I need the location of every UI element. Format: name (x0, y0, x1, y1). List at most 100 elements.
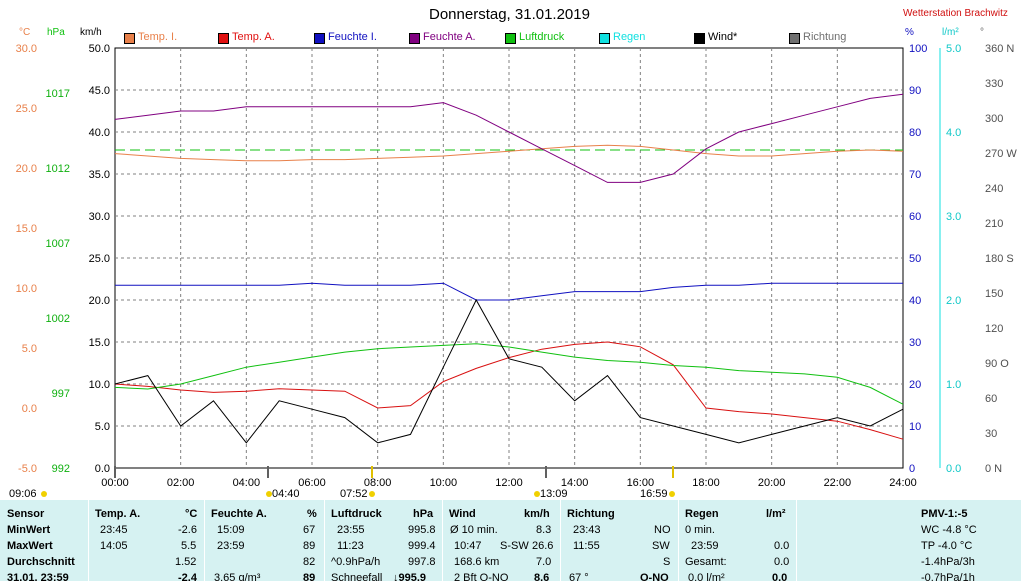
celsius-tick-label: 30.0 (16, 43, 37, 55)
axis-unit-celsius: °C (19, 27, 31, 38)
time-tick-label: 18:00 (692, 477, 720, 489)
direction-tick-label: 90 O (985, 358, 1009, 370)
rain-header: Regen (685, 508, 719, 520)
rain-tick-label: 4.0 (946, 127, 961, 139)
direction-tick-label: 360 N (985, 43, 1014, 55)
time-tick-label: 14:00 (561, 477, 589, 489)
temp-avg-value: 1.52 (175, 556, 197, 568)
pressure-current-value: ↓995.9 (393, 572, 427, 581)
summary-panel: Sensor MinWert MaxWert Durchschnitt 31.0… (0, 500, 1021, 581)
wind-unit: km/h (524, 508, 550, 520)
time-tick-label: 00:00 (101, 477, 129, 489)
pmv-pressure-1h: -0.7hPa/1h (921, 572, 975, 581)
humidity-min-value: 67 (303, 524, 316, 536)
percent-tick-label: 0 (909, 463, 915, 475)
chart-title: Donnerstag, 31.01.2019 (429, 6, 590, 23)
time-tick-label: 16:00 (627, 477, 655, 489)
time-tick-label: 20:00 (758, 477, 786, 489)
direction-tick-label: 330 (985, 78, 1003, 90)
sun-marker-label: 07:52 (340, 488, 368, 500)
direction-tick-label: 180 S (985, 253, 1014, 265)
kmh-tick-label: 40.0 (89, 127, 110, 139)
celsius-tick-label: 20.0 (16, 163, 37, 175)
rain-max-time: 23:59 (691, 540, 719, 552)
pressure-forecast: Schneefall (331, 572, 383, 581)
legend-label: Feuchte I. (328, 31, 377, 43)
kmh-tick-label: 30.0 (89, 211, 110, 223)
series-line-temp-a (114, 341, 904, 440)
rain-tick-label: 0.0 (946, 463, 961, 475)
direction-tick-label: 210 (985, 218, 1003, 230)
time-tick-label: 12:00 (495, 477, 523, 489)
sun-marker-icon (369, 491, 375, 497)
rain-total-label: Gesamt: (685, 556, 727, 568)
rain-total-value: 0.0 (774, 556, 790, 568)
legend-label: Temp. A. (232, 31, 275, 43)
direction-tick-label: 30 (985, 428, 997, 440)
humidity-current-value: 89 (303, 572, 316, 581)
celsius-tick-label: 15.0 (16, 223, 37, 235)
axis-unit-kmh: km/h (80, 27, 102, 38)
legend-label: Richtung (803, 31, 847, 43)
percent-tick-label: 10 (909, 421, 921, 433)
celsius-tick-label: -5.0 (18, 463, 37, 475)
wind-run: 168.6 km (454, 556, 500, 568)
wind-avg-label: Ø 10 min. (450, 524, 498, 536)
wind-bft: 2 Bft O-NO (454, 572, 509, 581)
direction-degrees: 67 ° (569, 572, 589, 581)
legend-swatch (409, 33, 420, 44)
celsius-tick-label: 10.0 (16, 283, 37, 295)
row-label-min: MinWert (7, 524, 51, 536)
sun-marker-icon (266, 491, 272, 497)
hpa-tick-label: 1007 (46, 238, 70, 250)
percent-tick-label: 90 (909, 85, 921, 97)
hpa-tick-label: 1012 (46, 163, 70, 175)
kmh-tick-label: 20.0 (89, 295, 110, 307)
rain-tick-label: 2.0 (946, 295, 961, 307)
pressure-min-value: 995.8 (408, 524, 436, 536)
percent-tick-label: 20 (909, 379, 921, 391)
time-tick-label: 02:00 (167, 477, 195, 489)
pressure-trend: ^0.9hPa/h (331, 556, 381, 568)
direction-min-value: NO (654, 524, 671, 536)
kmh-tick-label: 45.0 (89, 85, 110, 97)
time-tick-label: 10:00 (430, 477, 458, 489)
percent-tick-label: 80 (909, 127, 921, 139)
temp-header: Temp. A. (95, 508, 141, 520)
direction-max-value: SW (652, 540, 670, 552)
weather-chart: 30.0 25.0 20.0 15.0 10.0 5.0 0.0 -5.0 1017 1012 10… (9, 43, 1017, 500)
station-name: Wetterstation Brachwitz (903, 8, 1008, 19)
legend-label: Regen (613, 31, 646, 43)
wind-max-dir: S-SW (500, 540, 529, 552)
series-line-luftdruck (114, 343, 904, 405)
sun-marker-label: 04:40 (272, 488, 300, 500)
direction-tick-label: 240 (985, 183, 1003, 195)
sun-marker-label: 13:09 (540, 488, 568, 500)
celsius-tick-label: 5.0 (22, 343, 37, 355)
pressure-max-time: 11:23 (337, 540, 364, 552)
direction-header: Richtung (567, 508, 615, 520)
legend-label: Wind* (708, 31, 738, 43)
temp-max-time: 14:05 (100, 540, 128, 552)
direction-current-value: O-NO (640, 572, 669, 581)
temp-max-value: 5.5 (181, 540, 197, 552)
percent-tick-label: 40 (909, 295, 921, 307)
percent-tick-label: 70 (909, 169, 921, 181)
rain-tick-label: 3.0 (946, 211, 961, 223)
wind-header: Wind (449, 508, 476, 520)
rain-tick-label: 5.0 (946, 43, 961, 55)
series-line-feuchte-a (114, 93, 904, 183)
kmh-tick-label: 50.0 (89, 43, 110, 55)
percent-tick-label: 30 (909, 337, 921, 349)
direction-tick-label: 300 (985, 113, 1003, 125)
direction-avg-value: S (663, 556, 671, 568)
temp-unit: °C (185, 508, 198, 520)
direction-tick-label: 120 (985, 323, 1003, 335)
legend-swatch (694, 33, 705, 44)
direction-max-time: 11:55 (573, 540, 600, 552)
axis-unit-direction: ° (980, 27, 984, 38)
celsius-tick-label: 0.0 (22, 403, 37, 415)
rain-tick-label: 1.0 (946, 379, 961, 391)
time-tick-label: 04:00 (233, 477, 261, 489)
pressure-unit: hPa (413, 508, 434, 520)
